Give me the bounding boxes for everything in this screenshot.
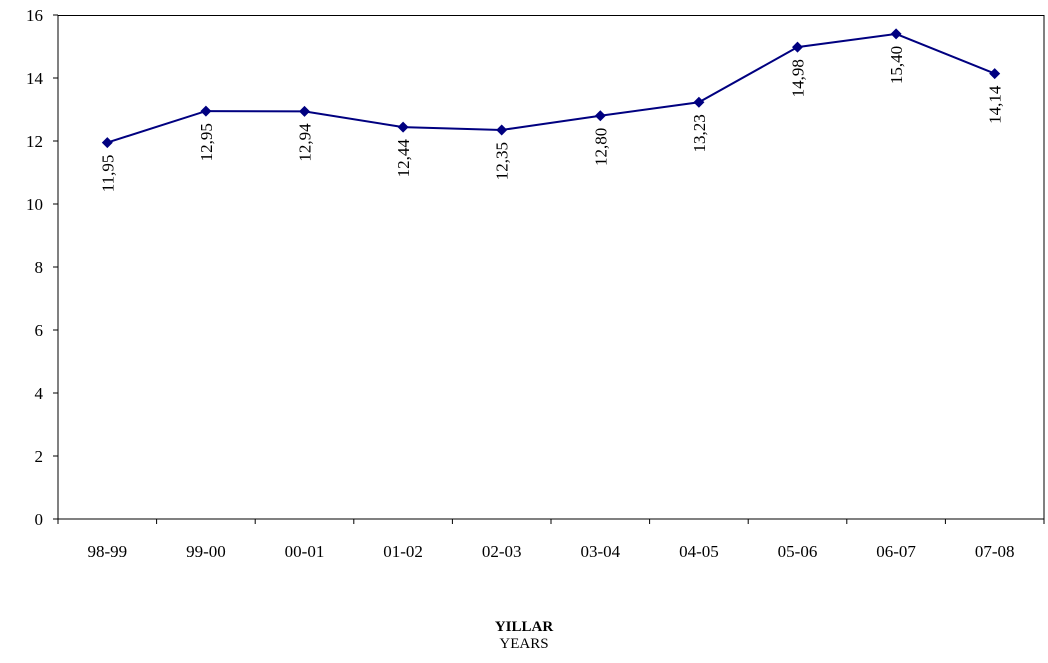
data-point-marker [496, 124, 508, 136]
data-label: 15,40 [887, 46, 906, 84]
y-tick-label: 10 [26, 195, 43, 214]
data-point-marker [594, 110, 606, 122]
data-label: 11,95 [98, 155, 117, 193]
y-axis-ticks: 0 2 4 6 8 10 12 14 16 [26, 6, 58, 529]
series-line [106, 32, 996, 144]
data-point-marker [397, 121, 409, 133]
data-point-marker [792, 41, 803, 53]
x-tick-label: 07-08 [975, 542, 1015, 561]
data-label: 12,80 [591, 128, 610, 166]
data-point-marker [299, 105, 310, 117]
y-tick-label: 0 [35, 510, 44, 529]
data-point-marker [200, 105, 212, 117]
x-axis-label: YILLAR [494, 619, 554, 635]
data-point-marker [101, 137, 113, 149]
x-tick-label: 00-01 [285, 542, 325, 561]
x-tick-label: 02-03 [482, 542, 522, 561]
data-label: 14,14 [986, 85, 1005, 124]
x-tick-label: 05-06 [778, 542, 818, 561]
data-label: 12,95 [197, 123, 216, 161]
x-tick-label: 01-02 [383, 542, 423, 561]
x-tick-label: 03-04 [580, 542, 620, 561]
y-tick-label: 16 [26, 6, 43, 25]
y-tick-label: 8 [35, 258, 44, 277]
y-tick-label: 12 [26, 132, 43, 151]
data-point-marker [693, 96, 705, 108]
data-labels: 11,95 12,95 12,94 12,44 12,35 12,80 13,23 14,98… [98, 46, 1004, 192]
x-tick-label: 06-07 [876, 542, 916, 561]
x-axis-title: YILLAR YEARS [0, 619, 1048, 653]
data-label: 14,98 [789, 59, 808, 97]
y-tick-label: 2 [35, 447, 44, 466]
y-tick-label: 14 [26, 69, 44, 88]
data-label: 12,44 [394, 139, 413, 178]
chart-axes [53, 15, 1045, 520]
y-tick-label: 4 [35, 384, 44, 403]
y-tick-label: 6 [35, 321, 44, 340]
x-tick-label: 04-05 [679, 542, 719, 561]
data-point-marker [890, 28, 902, 40]
data-label: 12,94 [296, 123, 315, 162]
data-series [101, 28, 1001, 149]
x-axis-sublabel: YEARS [499, 636, 549, 652]
x-tick-label: 98-99 [87, 542, 127, 561]
data-label: 13,23 [690, 114, 709, 152]
data-label: 12,35 [493, 142, 512, 180]
x-axis-ticks: 98-99 99-00 00-01 01-02 02-03 03-04 04-05 05-06… [57, 519, 1045, 561]
data-point-marker [989, 68, 1001, 80]
x-tick-label: 99-00 [186, 542, 226, 561]
